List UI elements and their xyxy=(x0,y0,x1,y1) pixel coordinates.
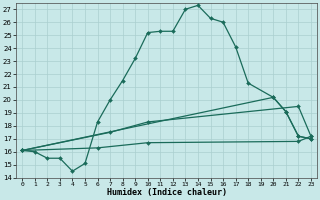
X-axis label: Humidex (Indice chaleur): Humidex (Indice chaleur) xyxy=(107,188,227,197)
